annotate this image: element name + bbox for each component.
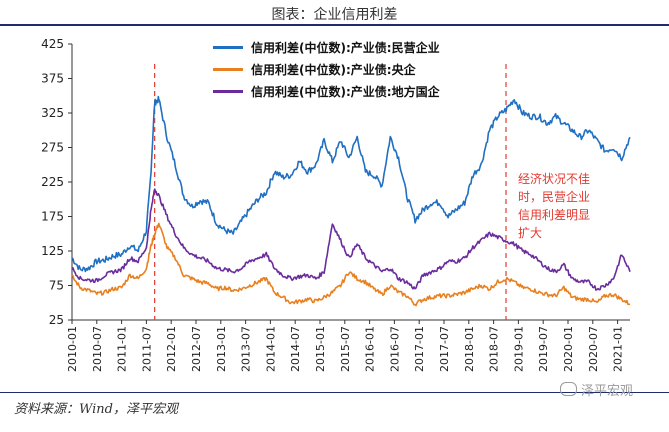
- x-tick-label: 2020-01: [562, 326, 575, 372]
- legend-swatch-central: [213, 67, 243, 71]
- legend-swatch-private: [213, 45, 243, 49]
- x-tick-label: 2014-01: [264, 326, 277, 372]
- y-tick-label: 375: [41, 72, 64, 86]
- annotation-line-1: 经济状况不佳: [518, 172, 591, 186]
- x-tick-label: 2019-01: [512, 326, 525, 372]
- watermark-text: 泽平宏观: [581, 384, 634, 399]
- legend-item-private: 信用利差(中位数):产业债:民营企业: [213, 36, 440, 58]
- axes: [68, 43, 630, 324]
- x-tick-label: 2014-07: [289, 326, 302, 372]
- y-tick-label: 225: [41, 175, 64, 189]
- y-tick-label: 175: [41, 210, 64, 224]
- series-lines: [71, 95, 631, 307]
- x-tick-label: 2017-07: [438, 326, 451, 372]
- x-tick-label: 2015-01: [314, 326, 327, 372]
- legend: 信用利差(中位数):产业债:民营企业 信用利差(中位数):产业债:央企 信用利差…: [213, 36, 440, 102]
- x-tick-label: 2016-01: [364, 326, 377, 372]
- y-tick-label: 425: [41, 37, 64, 51]
- x-tick-label: 2010-07: [91, 326, 104, 372]
- y-tick-label: 25: [49, 313, 64, 327]
- legend-label-private: 信用利差(中位数):产业债:民营企业: [251, 40, 440, 55]
- x-tick-label: 2010-01: [66, 326, 79, 372]
- legend-label-central: 信用利差(中位数):产业债:央企: [251, 62, 416, 77]
- x-tick-label: 2018-01: [463, 326, 476, 372]
- source-note: 资料来源：Wind，泽平宏观: [14, 402, 178, 417]
- x-tick-labels: 2010-01 2010-07 2011-01 2011-07 2012-01 2012-…: [66, 326, 625, 372]
- x-tick-label: 2012-01: [165, 326, 178, 372]
- legend-item-local: 信用利差(中位数):产业债:地方国企: [213, 80, 440, 102]
- legend-label-local: 信用利差(中位数):产业债:地方国企: [251, 84, 440, 99]
- y-tick-label: 75: [49, 279, 64, 293]
- x-tick-label: 2021-01: [612, 326, 625, 372]
- x-tick-label: 2011-01: [116, 326, 129, 372]
- x-tick-label: 2012-07: [190, 326, 203, 372]
- legend-swatch-local: [213, 89, 243, 93]
- annotation-line-3: 信用利差明显: [518, 208, 591, 222]
- series-line-0: [71, 95, 631, 273]
- x-tick-label: 2016-07: [388, 326, 401, 372]
- x-tick-label: 2020-07: [587, 326, 600, 372]
- line-chart: 25 75 125 175 225 275 325 375 425 2010-01 2010-07…: [41, 37, 631, 372]
- series-line-2: [71, 188, 631, 291]
- legend-item-central: 信用利差(中位数):产业债:央企: [213, 58, 440, 80]
- y-tick-label: 275: [41, 141, 64, 155]
- wechat-icon: [560, 382, 577, 396]
- x-tick-label: 2011-07: [140, 326, 153, 372]
- x-tick-label: 2013-07: [240, 326, 253, 372]
- event-markers: [154, 64, 507, 320]
- annotation-line-2: 时，民营企业: [518, 190, 591, 204]
- x-tick-label: 2017-01: [413, 326, 426, 372]
- y-tick-label: 325: [41, 106, 64, 120]
- x-tick-label: 2019-07: [537, 326, 550, 372]
- chart-title: 图表：企业信用利差: [271, 7, 398, 23]
- y-tick-label: 125: [41, 244, 64, 258]
- x-tick-label: 2018-07: [488, 326, 501, 372]
- watermark: 泽平宏观: [560, 380, 633, 399]
- series-line-1: [71, 222, 631, 307]
- top-divider: [0, 24, 669, 26]
- bottom-divider: [0, 392, 669, 393]
- annotation-line-4: 扩大: [518, 226, 543, 240]
- y-tick-labels: 25 75 125 175 225 275 325 375 425: [41, 37, 64, 327]
- x-tick-label: 2015-07: [339, 326, 352, 372]
- annotation-text: 经济状况不佳 时，民营企业 信用利差明显 扩大: [518, 170, 632, 242]
- x-tick-label: 2013-01: [215, 326, 228, 372]
